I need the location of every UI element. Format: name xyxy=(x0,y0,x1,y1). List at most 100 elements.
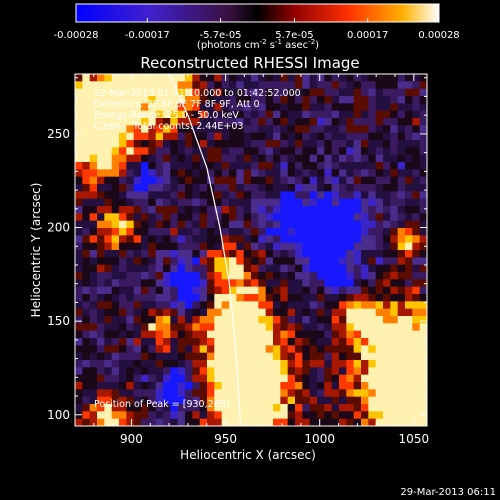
heatmap-cell xyxy=(163,125,171,134)
heatmap-cell xyxy=(89,96,98,104)
heatmap-cell xyxy=(331,103,340,112)
heatmap-cell xyxy=(419,308,427,317)
heatmap-cell xyxy=(148,176,157,185)
heatmap-cell xyxy=(163,81,171,90)
heatmap-cell xyxy=(258,404,267,412)
heatmap-cell xyxy=(199,228,208,236)
heatmap-cell xyxy=(375,162,384,170)
heatmap-cell xyxy=(126,103,135,112)
heatmap-cell xyxy=(258,294,267,302)
heatmap-cell xyxy=(111,367,120,376)
heatmap-cell xyxy=(236,242,245,251)
heatmap-cell xyxy=(133,242,142,251)
heatmap-cell xyxy=(89,162,98,170)
heatmap-cell xyxy=(170,286,179,295)
heatmap-cell xyxy=(82,345,91,354)
heatmap-cell xyxy=(397,140,406,148)
heatmap-cell xyxy=(163,404,171,412)
heatmap-cell xyxy=(229,250,237,258)
heatmap-cell xyxy=(258,198,267,207)
heatmap-cell xyxy=(353,242,362,251)
heatmap-cell xyxy=(317,176,325,185)
heatmap-cell xyxy=(207,389,215,398)
heatmap-cell xyxy=(221,206,230,214)
heatmap-cell xyxy=(273,396,281,405)
heatmap-cell xyxy=(405,103,413,112)
heatmap-cell xyxy=(273,162,281,170)
heatmap-cell xyxy=(126,301,135,310)
heatmap-cell xyxy=(331,191,340,200)
heatmap-cell xyxy=(236,345,245,354)
heatmap-cell xyxy=(214,279,223,288)
heatmap-cell xyxy=(111,250,120,258)
heatmap-cell xyxy=(412,286,421,295)
heatmap-cell xyxy=(258,308,267,317)
heatmap-cell xyxy=(192,323,201,332)
heatmap-cell xyxy=(82,184,91,192)
heatmap-cell xyxy=(163,316,171,324)
heatmap-cell xyxy=(412,103,421,112)
heatmap-cell xyxy=(258,206,267,214)
heatmap-cell xyxy=(148,184,157,192)
heatmap-cell xyxy=(258,154,267,163)
heatmap-cell xyxy=(119,169,127,178)
heatmap-cell xyxy=(295,286,303,295)
heatmap-cell xyxy=(214,220,223,229)
heatmap-cell xyxy=(155,110,164,119)
heatmap-cell xyxy=(265,162,274,170)
heatmap-cell xyxy=(287,228,296,236)
heatmap-cell xyxy=(397,308,406,317)
heatmap-cell xyxy=(368,323,377,332)
heatmap-cell xyxy=(295,242,303,251)
heatmap-cell xyxy=(397,147,406,156)
heatmap-cell xyxy=(331,301,340,310)
heatmap-cell xyxy=(214,316,223,324)
heatmap-cell xyxy=(412,198,421,207)
heatmap-cell xyxy=(97,330,105,339)
heatmap-cell xyxy=(287,125,296,134)
heatmap-cell xyxy=(353,404,362,412)
heatmap-cell xyxy=(397,242,406,251)
heatmap-cell xyxy=(199,140,208,148)
heatmap-cell xyxy=(258,140,267,148)
heatmap-cell xyxy=(82,213,91,222)
heatmap-cell xyxy=(207,352,215,361)
heatmap-cell xyxy=(104,184,113,192)
heatmap-cell xyxy=(317,162,325,170)
heatmap-cell xyxy=(397,323,406,332)
heatmap-cell xyxy=(236,162,245,170)
heatmap-cell xyxy=(192,367,201,376)
heatmap-cell xyxy=(375,404,384,412)
heatmap-cell xyxy=(390,118,399,126)
heatmap-cell xyxy=(243,308,252,317)
heatmap-cell xyxy=(302,264,311,273)
heatmap-cell xyxy=(97,411,105,420)
heatmap-cell xyxy=(75,184,83,192)
heatmap-cell xyxy=(214,264,223,273)
heatmap-cell xyxy=(295,294,303,302)
heatmap-cell xyxy=(133,191,142,200)
heatmap-cell xyxy=(324,286,333,295)
heatmap-cell xyxy=(405,257,413,266)
heatmap-cell xyxy=(111,96,120,104)
heatmap-cell xyxy=(236,220,245,229)
colorbar-gradient xyxy=(75,3,440,23)
heatmap-cell xyxy=(236,169,245,178)
heatmap-cell xyxy=(214,191,223,200)
heatmap-cell xyxy=(390,110,399,119)
heatmap-cell xyxy=(229,191,237,200)
heatmap-cell xyxy=(324,250,333,258)
heatmap-cell xyxy=(97,279,105,288)
heatmap-cell xyxy=(346,257,355,266)
heatmap-cell xyxy=(141,228,149,236)
heatmap-cell xyxy=(309,294,318,302)
heatmap-cell xyxy=(390,162,399,170)
heatmap-cell xyxy=(339,184,347,192)
heatmap-cell xyxy=(405,110,413,119)
heatmap-cell xyxy=(207,88,215,97)
heatmap-cell xyxy=(97,374,105,383)
heatmap-cell xyxy=(419,162,427,170)
heatmap-cell xyxy=(89,118,98,126)
heatmap-cell xyxy=(141,345,149,354)
